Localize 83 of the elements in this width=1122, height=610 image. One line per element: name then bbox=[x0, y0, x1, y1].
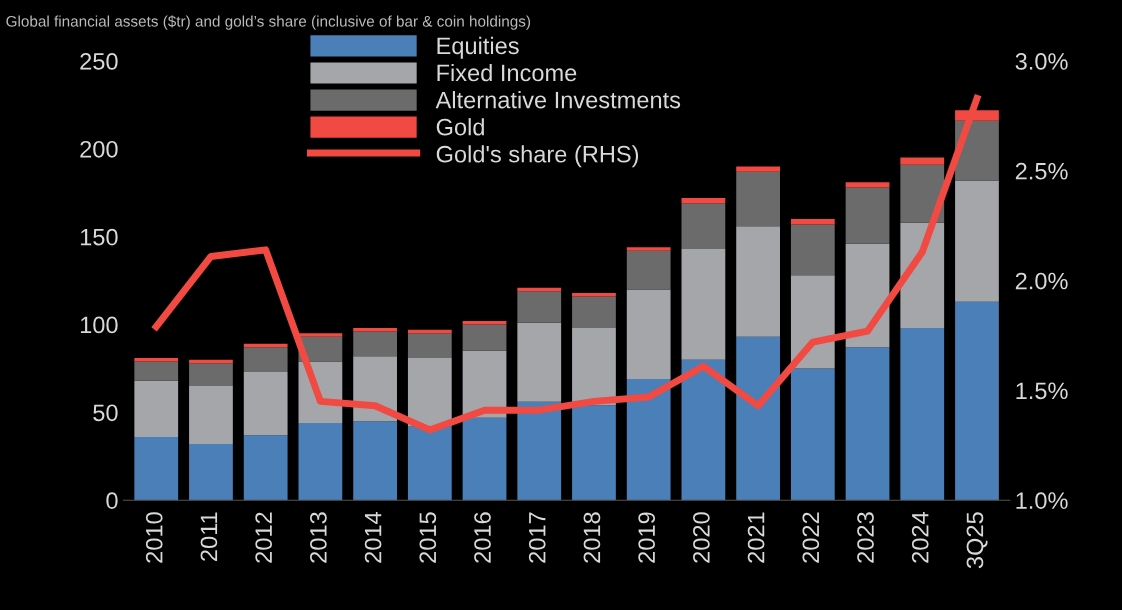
bar bbox=[845, 182, 890, 188]
y-tick-label: 50 bbox=[93, 404, 118, 422]
bar bbox=[134, 380, 179, 437]
bar bbox=[189, 363, 233, 387]
bar bbox=[134, 361, 179, 381]
y-tick-label: 100 bbox=[80, 316, 118, 334]
bar bbox=[298, 422, 343, 501]
y-tick-label: 200 bbox=[80, 140, 118, 158]
x-tick-label: 2015 bbox=[419, 512, 437, 563]
bar bbox=[626, 289, 671, 379]
bar bbox=[407, 426, 452, 501]
y2-tick-label: 1.5% bbox=[1016, 382, 1068, 400]
bar bbox=[353, 328, 397, 332]
y2-tick-label: 1.0% bbox=[1016, 492, 1068, 509]
bar bbox=[790, 275, 835, 369]
bar bbox=[572, 296, 616, 329]
y-tick-label: 150 bbox=[80, 228, 118, 246]
bar bbox=[900, 328, 945, 501]
x-tick-label: 2017 bbox=[528, 512, 546, 563]
bar bbox=[462, 321, 507, 325]
bar bbox=[845, 187, 890, 244]
bar bbox=[517, 322, 562, 402]
bar bbox=[626, 247, 671, 251]
bar bbox=[790, 219, 835, 225]
x-tick-label: 2012 bbox=[255, 512, 273, 563]
bar bbox=[572, 328, 616, 406]
x-tick-label: 2018 bbox=[583, 512, 601, 563]
bar bbox=[517, 291, 562, 323]
y2-tick-label: 2.5% bbox=[1015, 162, 1068, 180]
bar bbox=[353, 331, 397, 357]
bar bbox=[681, 248, 726, 360]
bar bbox=[900, 164, 945, 223]
x-tick-label: 2013 bbox=[310, 512, 327, 563]
x-tick-label: 2019 bbox=[638, 512, 656, 563]
y2-tick-label: 2.0% bbox=[1015, 272, 1068, 290]
x-tick-label: 2016 bbox=[474, 512, 491, 563]
x-tick-label: 2020 bbox=[693, 512, 710, 563]
y2-tick-label: 3.0% bbox=[1015, 53, 1068, 70]
legend-label: Alternative Investments bbox=[435, 91, 681, 109]
bar bbox=[243, 347, 288, 372]
bar bbox=[407, 333, 452, 358]
bar bbox=[736, 336, 780, 501]
x-tick-label: 2011 bbox=[200, 512, 218, 561]
legend-label: Gold's share (RHS) bbox=[436, 145, 639, 168]
x-tick-label: 2021 bbox=[747, 512, 765, 563]
bar bbox=[189, 386, 233, 444]
bar bbox=[845, 347, 890, 501]
bar bbox=[900, 157, 945, 165]
bar bbox=[790, 368, 835, 501]
bar bbox=[298, 333, 343, 337]
x-tick-label: 2024 bbox=[911, 512, 929, 563]
bar bbox=[189, 443, 233, 501]
bar bbox=[790, 224, 835, 276]
x-tick-label: 2014 bbox=[364, 512, 382, 563]
bar bbox=[243, 435, 288, 501]
x-tick-label: 2010 bbox=[145, 512, 163, 563]
bar bbox=[353, 421, 397, 501]
bar bbox=[736, 166, 780, 172]
bar bbox=[572, 405, 616, 501]
bar bbox=[517, 401, 562, 501]
bar bbox=[681, 198, 726, 204]
chart-title: Global financial assets ($tr) and gold’s share (inclusive of bar & coin holdings) bbox=[6, 15, 531, 30]
bar bbox=[681, 203, 726, 249]
bar bbox=[681, 359, 726, 501]
bar bbox=[626, 378, 671, 501]
bar bbox=[243, 371, 288, 436]
bar bbox=[955, 180, 999, 302]
bar bbox=[955, 301, 999, 501]
x-tick-label: 2023 bbox=[857, 512, 874, 563]
bar bbox=[462, 324, 507, 351]
bar bbox=[736, 226, 780, 337]
y-tick-label: 250 bbox=[80, 53, 118, 70]
bar bbox=[134, 436, 179, 501]
y-tick-label: 0 bbox=[106, 492, 118, 509]
bar bbox=[626, 250, 671, 290]
bar bbox=[736, 171, 780, 227]
legend-label: Equities bbox=[437, 36, 519, 59]
x-tick-label: 2022 bbox=[802, 512, 820, 563]
bar bbox=[407, 357, 452, 427]
legend-label: Fixed Income bbox=[437, 63, 577, 82]
legend-label: Gold bbox=[436, 118, 484, 136]
bar bbox=[462, 417, 507, 501]
x-tick-label: 3Q25 bbox=[966, 512, 988, 569]
